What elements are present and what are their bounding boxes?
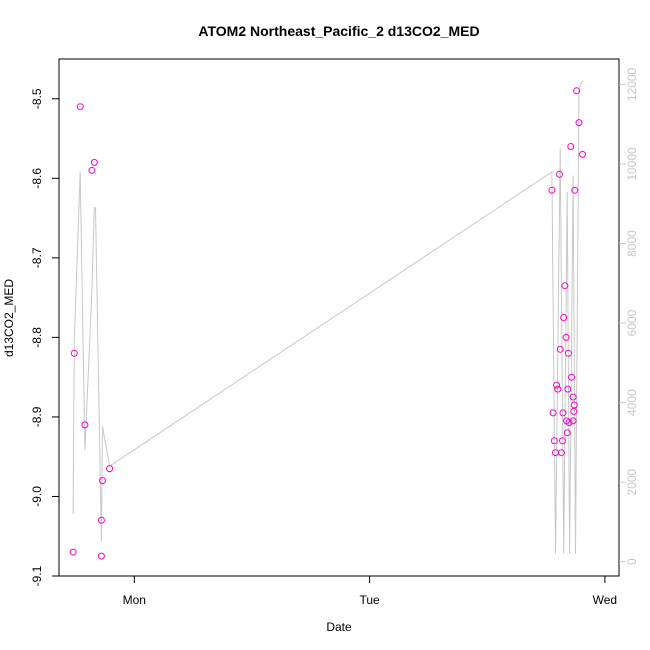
- data-point: [553, 381, 561, 389]
- y2-tick-label: 8000: [625, 230, 639, 257]
- x-axis: Mon Tue Wed: [123, 576, 617, 607]
- data-point: [550, 437, 558, 445]
- data-point: [90, 158, 98, 166]
- data-point: [562, 333, 570, 341]
- data-point: [97, 552, 105, 560]
- x-tick-label: Wed: [593, 593, 617, 607]
- data-point: [569, 393, 577, 401]
- data-point: [552, 449, 559, 457]
- data-point: [565, 419, 573, 426]
- secondary-series-line: [72, 80, 583, 554]
- data-point: [549, 409, 557, 417]
- data-point: [81, 421, 89, 429]
- y-tick-label: -8.7: [30, 247, 44, 268]
- data-point: [559, 437, 566, 445]
- y2-tick-label: 2000: [625, 468, 639, 495]
- data-point: [575, 119, 583, 127]
- data-point: [88, 166, 96, 174]
- data-point: [76, 103, 84, 111]
- data-point: [567, 143, 575, 150]
- data-point: [570, 407, 578, 415]
- x-tick-label: Tue: [359, 593, 380, 607]
- y2-tick-label: 4000: [625, 389, 639, 416]
- data-point: [556, 345, 564, 353]
- y-tick-label: -9.1: [30, 565, 44, 586]
- y-tick-label: -8.9: [30, 406, 44, 427]
- data-point: [560, 314, 568, 321]
- x-axis-label: Date: [326, 620, 352, 634]
- y2-tick-label: 6000: [625, 309, 639, 336]
- data-point: [557, 449, 565, 457]
- data-point: [99, 477, 106, 485]
- y-tick-label: -8.8: [30, 327, 44, 348]
- y-axis-label: d13CO2_MED: [2, 279, 16, 357]
- data-point: [556, 170, 563, 178]
- data-point: [563, 429, 571, 437]
- data-point: [106, 465, 114, 473]
- data-point: [571, 186, 579, 194]
- x-tick-label: Mon: [123, 593, 146, 607]
- plot-area-frame: [58, 58, 620, 577]
- data-point: [97, 516, 105, 524]
- data-point: [579, 150, 586, 158]
- y-tick-label: -9.0: [30, 486, 44, 507]
- data-point: [548, 186, 556, 194]
- data-point: [564, 349, 572, 357]
- data-point: [569, 417, 577, 425]
- data-point: [70, 349, 78, 357]
- data-point: [573, 87, 581, 95]
- data-point: [564, 385, 572, 393]
- data-point: [559, 409, 567, 417]
- data-point: [554, 385, 562, 393]
- y-tick-label: -8.6: [30, 168, 44, 189]
- secondary-line-layer: [72, 80, 583, 554]
- y2-tick-label: 0: [625, 558, 639, 565]
- data-point: [568, 373, 575, 381]
- y-tick-label: -8.5: [30, 88, 44, 109]
- y2-axis: 0 2000 4000 6000 8000 10000 12000: [619, 67, 639, 565]
- points-layer: [69, 87, 586, 560]
- y2-tick-label: 10000: [625, 147, 639, 181]
- y-axis: -9.1 -9.0 -8.9 -8.8 -8.7 -8.6 -8.5: [30, 88, 59, 586]
- data-point: [570, 401, 578, 409]
- chart-title: ATOM2 Northeast_Pacific_2 d13CO2_MED: [198, 23, 479, 39]
- y2-tick-label: 12000: [625, 67, 639, 101]
- data-point: [561, 282, 569, 290]
- data-point: [69, 548, 77, 556]
